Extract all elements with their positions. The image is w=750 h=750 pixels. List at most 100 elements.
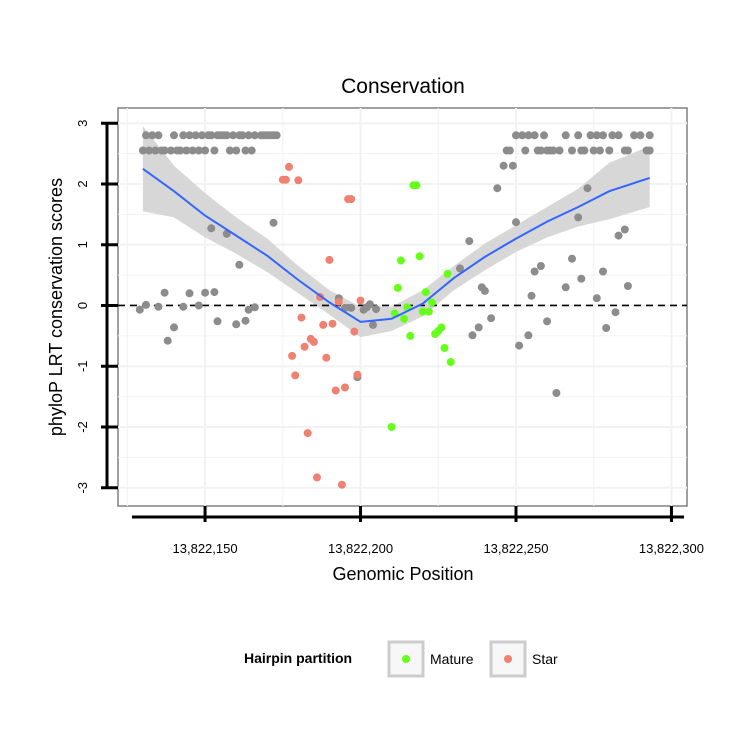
point-other-29	[232, 146, 241, 155]
point-star-2	[285, 162, 293, 171]
point-mature-11	[421, 288, 430, 297]
point-other-33	[244, 131, 253, 140]
x-axis-title: Genomic Position	[332, 564, 473, 584]
y-tick-label-0: -3	[75, 482, 90, 494]
point-other-47	[170, 323, 178, 332]
chart-title: Conservation	[341, 75, 465, 98]
point-star-16	[328, 319, 337, 328]
point-other-103	[595, 146, 604, 155]
point-other-84	[518, 131, 527, 140]
point-other-95	[561, 131, 570, 140]
x-axis: 13,822,150 13,822,200 13,822,250 13,822,300	[132, 506, 704, 556]
point-other-111	[636, 131, 645, 140]
point-other-109	[623, 146, 632, 155]
point-other-59	[244, 305, 253, 314]
point-other-102	[592, 131, 601, 140]
point-other-125	[574, 213, 583, 222]
legend-title: Hairpin partition	[244, 650, 352, 666]
point-star-10	[309, 337, 318, 346]
x-tick-label-1: 13,822,200	[328, 541, 393, 556]
point-other-119	[530, 267, 539, 276]
point-other-127	[583, 184, 592, 193]
point-mature-8	[412, 181, 421, 190]
point-star-5	[294, 176, 303, 185]
point-other-96	[568, 146, 576, 155]
point-star-14	[322, 353, 331, 362]
confidence-ribbon	[142, 126, 650, 338]
point-other-8	[166, 146, 175, 155]
point-other-78	[493, 184, 502, 193]
point-star-6	[297, 313, 306, 322]
point-other-130	[602, 324, 611, 332]
point-other-44	[154, 302, 163, 311]
point-other-46	[163, 336, 172, 345]
point-other-22	[210, 146, 219, 155]
point-mature-6	[406, 331, 415, 340]
point-other-68	[365, 300, 374, 309]
point-other-1	[142, 131, 150, 140]
point-other-0	[138, 146, 147, 155]
legend-label-mature: Mature	[430, 651, 474, 667]
point-other-9	[170, 131, 178, 140]
point-other-32	[241, 146, 250, 155]
point-other-104	[599, 131, 607, 140]
point-other-60	[250, 303, 259, 312]
point-other-54	[213, 317, 222, 326]
point-other-52	[207, 224, 216, 233]
point-other-90	[540, 131, 548, 140]
point-other-7	[160, 146, 169, 155]
x-tick-label-2: 13,822,250	[483, 541, 548, 556]
point-other-123	[561, 283, 570, 292]
point-other-94	[555, 146, 564, 155]
point-mature-2	[393, 283, 402, 292]
point-other-51	[201, 288, 210, 297]
legend-marker-star	[504, 655, 512, 663]
legend: Hairpin partition Mature Star	[244, 640, 558, 678]
point-other-45	[160, 288, 169, 297]
point-other-34	[247, 146, 256, 155]
point-other-57	[235, 260, 244, 269]
point-other-21	[207, 131, 216, 140]
point-other-82	[508, 161, 517, 170]
point-other-53	[210, 288, 219, 297]
point-star-23	[350, 327, 359, 336]
y-tick-label-3: 0	[75, 302, 90, 309]
point-other-113	[645, 146, 654, 155]
point-other-41	[272, 131, 281, 140]
point-other-81	[505, 146, 514, 155]
point-other-131	[611, 308, 620, 317]
point-star-19	[337, 480, 346, 489]
point-other-122	[552, 389, 561, 397]
point-other-4	[151, 146, 160, 155]
data-points	[135, 131, 654, 489]
point-mature-0	[387, 423, 396, 431]
point-other-89	[536, 146, 545, 155]
point-other-124	[568, 254, 576, 263]
point-other-133	[620, 225, 629, 234]
legend-marker-mature	[402, 655, 410, 663]
point-star-18	[334, 297, 343, 306]
point-other-114	[645, 131, 654, 140]
point-other-85	[521, 146, 530, 155]
point-other-70	[372, 305, 381, 314]
point-other-48	[179, 302, 188, 311]
y-axis: -3 -2 -1 0 1 2 3	[75, 120, 118, 494]
point-other-93	[549, 146, 558, 155]
point-other-5	[154, 131, 163, 140]
point-other-56	[232, 320, 241, 329]
point-other-3	[148, 131, 157, 140]
point-other-64	[347, 303, 356, 312]
point-other-43	[142, 300, 150, 309]
point-mature-3	[396, 256, 405, 265]
point-other-99	[580, 146, 589, 155]
point-other-14	[185, 131, 194, 140]
point-other-11	[176, 146, 185, 155]
point-other-71	[456, 264, 464, 273]
point-other-76	[480, 286, 489, 295]
point-other-106	[608, 131, 617, 140]
point-mature-16	[437, 323, 446, 332]
y-tick-label-1: -2	[75, 421, 90, 433]
point-other-132	[614, 231, 623, 240]
point-other-129	[599, 267, 607, 276]
